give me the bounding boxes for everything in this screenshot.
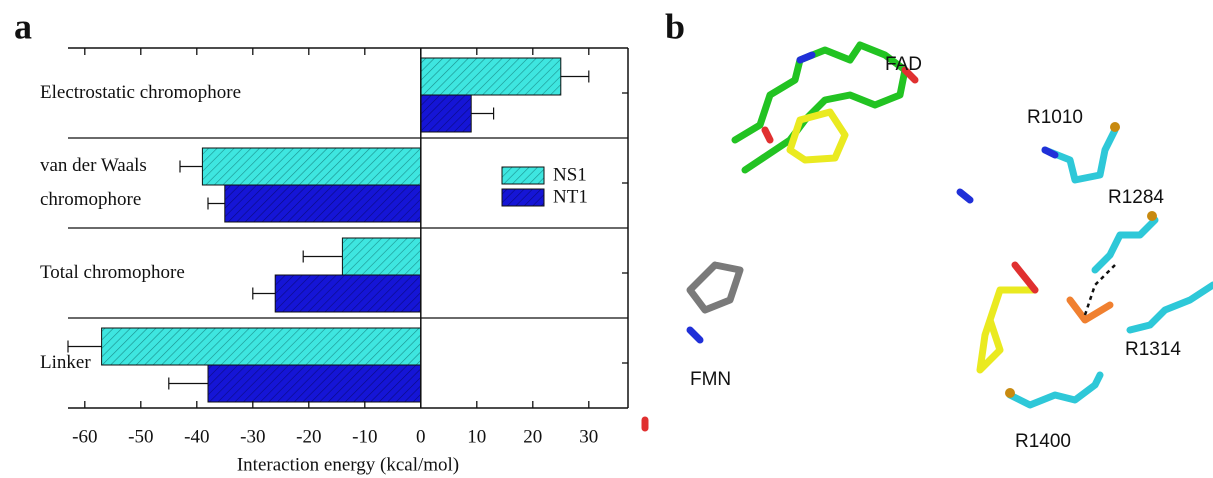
structure-label: R1400 bbox=[1015, 431, 1071, 452]
x-tick-label: -20 bbox=[296, 426, 321, 447]
structure-label: FAD bbox=[885, 54, 922, 75]
legend-swatch bbox=[502, 167, 544, 184]
bar bbox=[102, 328, 421, 365]
bar bbox=[421, 95, 471, 132]
x-tick-label: 10 bbox=[467, 426, 486, 447]
legend-label: NS1 bbox=[553, 164, 587, 185]
bar bbox=[225, 185, 421, 222]
chart: a b Interaction energy (kcal/mol) FAD R1… bbox=[0, 0, 1213, 478]
category-label: Linker bbox=[40, 346, 91, 380]
bar bbox=[202, 148, 420, 185]
error-bar bbox=[208, 198, 225, 210]
x-tick-label: 20 bbox=[523, 426, 542, 447]
figure: a b Interaction energy (kcal/mol) FAD R1… bbox=[0, 0, 1213, 478]
error-bar bbox=[303, 251, 342, 263]
error-bar bbox=[169, 378, 208, 390]
bar bbox=[208, 365, 421, 402]
x-axis-label: Interaction energy (kcal/mol) bbox=[237, 454, 459, 475]
bar bbox=[275, 275, 421, 312]
structure-label: R1010 bbox=[1027, 107, 1083, 128]
x-tick-label: 0 bbox=[416, 426, 426, 447]
error-bar bbox=[561, 71, 589, 83]
error-bar bbox=[253, 288, 275, 300]
category-label: Total chromophore bbox=[40, 256, 185, 290]
x-tick-label: -50 bbox=[128, 426, 153, 447]
panel-label: a bbox=[14, 6, 32, 46]
legend-label: NT1 bbox=[553, 186, 588, 207]
category-label: van der Waals chromophore bbox=[40, 149, 147, 217]
bar bbox=[421, 58, 561, 95]
panel-label: b bbox=[665, 6, 685, 46]
x-tick-label: -10 bbox=[352, 426, 377, 447]
error-bar bbox=[180, 161, 202, 173]
x-tick-label: -40 bbox=[184, 426, 209, 447]
structure-label: R1314 bbox=[1125, 339, 1181, 360]
structure-label: R1284 bbox=[1108, 187, 1164, 208]
x-tick-label: -30 bbox=[240, 426, 265, 447]
error-bar bbox=[471, 108, 493, 120]
bar bbox=[342, 238, 420, 275]
x-tick-label: 30 bbox=[579, 426, 598, 447]
structure-label: FMN bbox=[690, 369, 731, 390]
category-label: Electrostatic chromophore bbox=[40, 76, 241, 110]
legend-swatch bbox=[502, 189, 544, 206]
x-tick-label: -60 bbox=[72, 426, 97, 447]
page: a b Interaction energy (kcal/mol) FAD R1… bbox=[0, 0, 1213, 478]
